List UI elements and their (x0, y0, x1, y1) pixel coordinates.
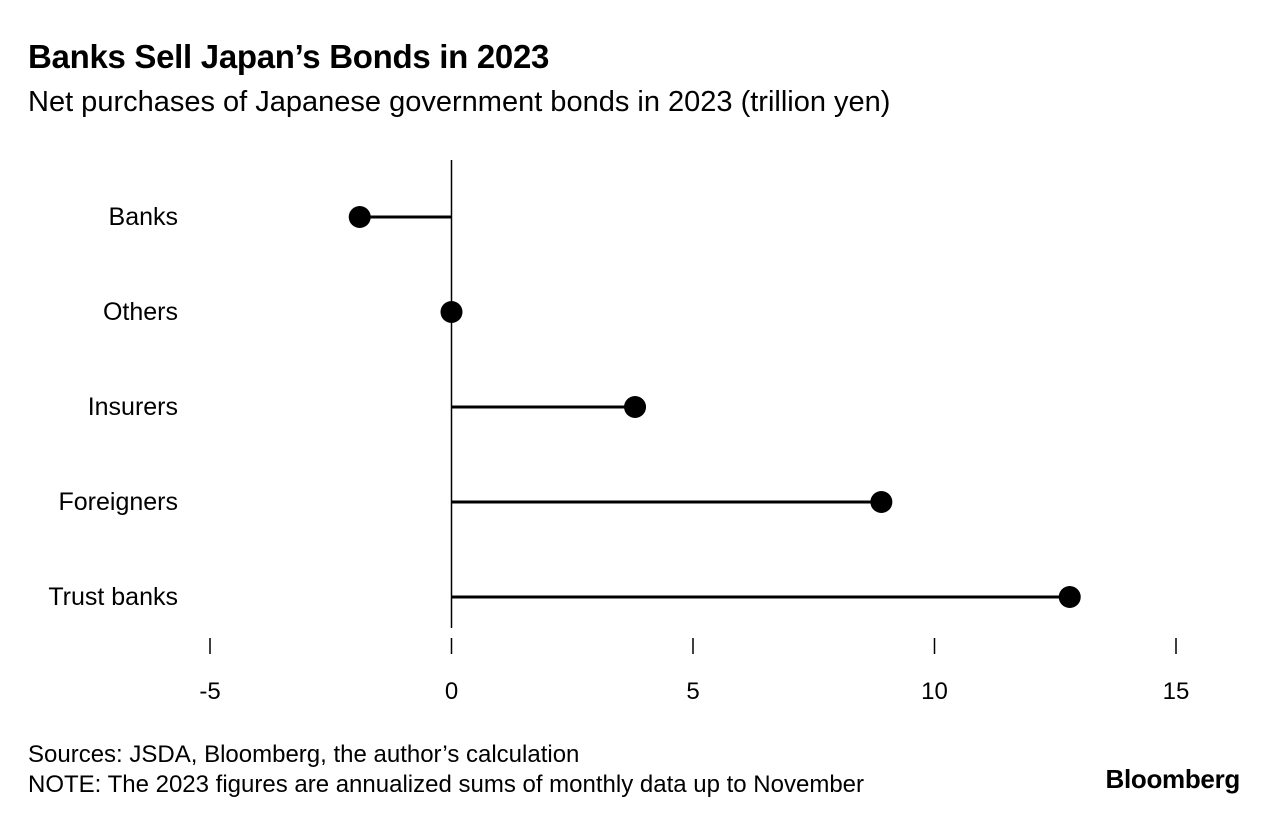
x-tick-label: -5 (199, 678, 220, 705)
chart-subtitle: Net purchases of Japanese government bon… (28, 86, 891, 118)
x-tick-label: 0 (445, 678, 458, 705)
category-label: Banks (109, 203, 178, 231)
category-label: Insurers (88, 393, 178, 421)
bloomberg-logo: Bloomberg (1105, 764, 1240, 794)
sources-text: Sources: JSDA, Bloomberg, the author’s c… (28, 741, 580, 768)
lollipop-marker (440, 301, 463, 323)
lollipop-marker (348, 206, 371, 228)
x-tick-label: 10 (921, 678, 948, 705)
x-tick-label: 15 (1163, 678, 1190, 705)
lollipop-marker (870, 491, 893, 513)
category-label: Trust banks (48, 583, 178, 611)
category-label: Foreigners (59, 488, 179, 516)
category-label: Others (103, 298, 178, 326)
note-text: NOTE: The 2023 figures are annualized su… (28, 771, 865, 798)
x-tick-label: 5 (686, 678, 699, 705)
chart-title: Banks Sell Japan’s Bonds in 2023 (28, 38, 550, 75)
lollipop-marker (1058, 586, 1081, 608)
chart-footer: Sources: JSDA, Bloomberg, the author’s c… (28, 740, 864, 800)
lollipop-marker (624, 396, 647, 418)
